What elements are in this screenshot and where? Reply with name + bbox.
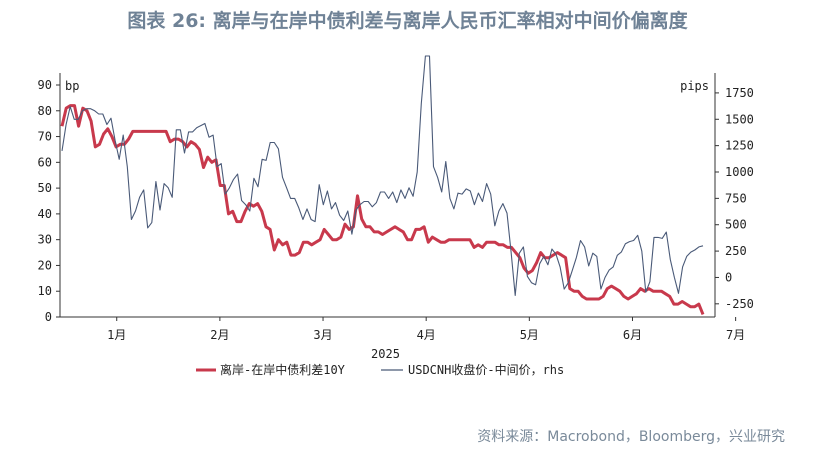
right-tick-label: 0 [725,270,732,284]
right-tick-label: 1000 [725,165,754,179]
left-tick-label: 10 [38,284,52,298]
right-tick-label: 1750 [725,86,754,100]
legend-label-usdcnh: USDCNH收盘价-中间价，rhs [408,362,564,377]
month-tick-label: 1月 [107,328,126,342]
left-tick-label: 30 [38,233,52,247]
source-note: 资料来源：Macrobond，Bloomberg，兴业研究 [477,429,785,445]
left-axis-unit: bp [65,79,79,93]
right-tick-label: 500 [725,218,747,232]
month-tick-label: 6月 [623,328,642,342]
series-line-usdcnh [61,55,704,296]
month-tick-label: 5月 [520,328,539,342]
left-tick-label: 90 [38,78,52,92]
chart: 0 10 20 30 40 50 60 70 80 90 bp -250 0 250 500 750 1000 1… [38,55,754,377]
left-tick-label: 0 [45,310,52,324]
month-tick-label: 7月 [726,328,745,342]
right-axis-unit: pips [680,79,709,93]
chart-title: 图表 26: 离岸与在岸中债利差与离岸人民币汇率相对中间价偏离度 [127,10,688,32]
series-layer [60,55,705,315]
legend: 离岸-在岸中债利差10Y USDCNH收盘价-中间价，rhs [196,362,564,377]
series-line-spread [60,104,705,315]
legend-label-spread: 离岸-在岸中债利差10Y [220,362,346,377]
month-tick-label: 2月 [210,328,229,342]
month-tick-label: 4月 [417,328,436,342]
axes: 0 10 20 30 40 50 60 70 80 90 bp -250 0 250 500 750 1000 1… [38,73,754,361]
right-tick-label: -250 [725,297,754,311]
right-tick-label: 1500 [725,112,754,126]
right-tick-label: 1250 [725,139,754,153]
month-tick-label: 3月 [313,328,332,342]
x-axis-year-label: 2025 [371,347,400,361]
left-tick-label: 20 [38,258,52,272]
left-tick-label: 50 [38,181,52,195]
left-tick-label: 70 [38,130,52,144]
right-tick-label: 250 [725,244,747,258]
left-tick-label: 80 [38,104,52,118]
right-tick-label: 750 [725,191,747,205]
left-tick-label: 40 [38,207,52,221]
left-tick-label: 60 [38,155,52,169]
